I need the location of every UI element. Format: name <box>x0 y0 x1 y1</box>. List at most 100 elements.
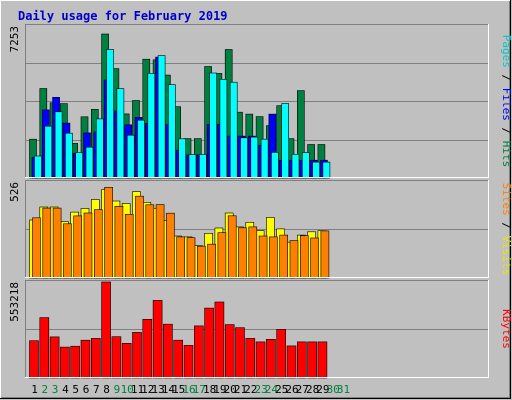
bar-sites-day-26 <box>289 240 299 279</box>
visits-sites-axis-label-part-1: / <box>500 216 512 236</box>
bar-sites-day-7 <box>94 209 103 279</box>
bar-kbytes-day-19 <box>214 301 225 379</box>
bar-sites-day-21 <box>238 227 247 279</box>
bar-kbytes-day-23 <box>255 341 266 379</box>
bar-kbytes-day-13 <box>152 300 163 379</box>
bar-pages-day-24 <box>271 152 279 179</box>
x-axis-tick-labels: 1 2 3 4 5 6 7 8 9 1011121314151617181920212223242… <box>31 383 350 396</box>
bar-pages-day-17 <box>199 154 207 179</box>
bar-pages-day-10 <box>126 134 135 179</box>
bar-pages-day-28 <box>312 161 320 179</box>
bar-sites-day-29 <box>320 230 330 279</box>
bar-sites-day-22 <box>248 226 258 279</box>
bar-pages-day-11 <box>137 119 145 179</box>
bar-sites-day-11 <box>135 195 144 279</box>
bar-kbytes-day-24 <box>266 338 276 379</box>
bar-kbytes-day-12 <box>142 318 153 379</box>
x-tick-day-4: 4 <box>62 383 69 396</box>
x-tick-day-11: 11 <box>131 383 144 396</box>
bar-kbytes-day-9 <box>111 336 122 379</box>
bar-kbytes-day-18 <box>204 307 214 379</box>
visits-sites-ymax-label: 526 <box>8 182 21 202</box>
bar-sites-day-13 <box>155 204 165 279</box>
bar-sites-day-5 <box>73 215 82 279</box>
bar-pages-day-16 <box>188 154 197 179</box>
bar-pages-day-20 <box>229 81 238 179</box>
bar-kbytes-day-3 <box>49 336 60 379</box>
bar-sites-day-28 <box>310 237 319 279</box>
pages-files-hits-axis-label-part-2: Files <box>500 88 512 121</box>
bar-sites-day-3 <box>52 207 62 279</box>
bar-pages-day-12 <box>147 73 156 179</box>
bar-pages-day-4 <box>65 132 73 179</box>
x-tick-day-16: 16 <box>182 383 195 396</box>
bar-sites-day-1 <box>32 217 41 279</box>
pages-files-hits-ymax-label: 7253 <box>8 26 21 53</box>
x-tick-day-9: 9 <box>114 383 121 396</box>
bar-pages-day-19 <box>219 79 228 179</box>
x-tick-day-5: 5 <box>72 383 79 396</box>
bar-sites-day-27 <box>299 235 309 279</box>
bar-pages-day-29 <box>322 161 331 179</box>
x-tick-day-13: 13 <box>151 383 164 396</box>
bar-kbytes-day-26 <box>286 345 297 379</box>
x-tick-day-1: 1 <box>31 383 38 396</box>
x-tick-day-18: 18 <box>203 383 216 396</box>
x-tick-day-6: 6 <box>83 383 90 396</box>
bar-kbytes-day-16 <box>183 345 194 379</box>
x-tick-day-26: 26 <box>285 383 298 396</box>
bar-pages-day-15 <box>178 138 186 179</box>
bar-pages-day-14 <box>168 84 176 179</box>
bar-sites-day-19 <box>217 232 227 279</box>
bar-sites-day-12 <box>145 204 155 279</box>
bar-pages-day-9 <box>116 88 125 179</box>
x-tick-day-23: 23 <box>254 383 267 396</box>
visits-sites-axis-label-part-0: Sites <box>500 183 512 216</box>
pages-files-hits-axis-label-part-1: / <box>500 68 512 88</box>
bar-sites-day-8 <box>104 187 113 279</box>
bar-kbytes-day-2 <box>39 317 50 379</box>
bar-sites-day-2 <box>42 207 52 279</box>
bar-sites-day-23 <box>258 235 268 279</box>
x-tick-day-28: 28 <box>306 383 319 396</box>
bar-pages-day-3 <box>54 111 63 179</box>
kbytes-axis-label: KBytes <box>500 309 512 349</box>
bar-kbytes-day-10 <box>121 342 132 379</box>
kbytes-panel: 553218 KBytes <box>8 280 512 379</box>
bar-pages-day-23 <box>260 138 269 179</box>
pages-files-hits-axis-label-part-3: / <box>500 121 512 141</box>
x-tick-day-17: 17 <box>193 383 206 396</box>
bar-pages-day-6 <box>85 146 94 179</box>
bar-kbytes-day-28 <box>307 341 317 379</box>
x-tick-day-19: 19 <box>213 383 226 396</box>
x-tick-day-25: 25 <box>275 383 288 396</box>
bar-sites-day-20 <box>227 215 237 279</box>
bar-pages-day-5 <box>75 152 83 179</box>
bar-pages-day-2 <box>44 125 53 179</box>
x-tick-day-27: 27 <box>296 383 309 396</box>
bar-sites-day-14 <box>166 212 175 279</box>
bar-kbytes-day-20 <box>224 324 235 379</box>
x-tick-day-12: 12 <box>141 383 154 396</box>
bar-sites-day-9 <box>114 206 124 279</box>
bar-kbytes-day-29 <box>317 341 328 379</box>
bar-pages-day-13 <box>157 55 166 179</box>
bar-pages-day-7 <box>96 118 104 179</box>
bar-kbytes-day-11 <box>132 332 142 379</box>
x-tick-day-15: 15 <box>172 383 185 396</box>
x-tick-day-3: 3 <box>52 383 59 396</box>
x-tick-day-24: 24 <box>265 383 279 396</box>
bar-sites-day-25 <box>279 234 289 279</box>
x-tick-day-21: 21 <box>234 383 247 396</box>
bar-sites-day-4 <box>63 223 72 279</box>
bar-kbytes-day-15 <box>173 339 183 379</box>
chart-panels: 7253 Pages / Files / Hits 526 Sites / Visit… <box>8 24 512 379</box>
x-tick-day-20: 20 <box>224 383 237 396</box>
pages-files-hits-panel: 7253 Pages / Files / Hits <box>8 24 512 179</box>
bar-kbytes-day-5 <box>70 345 80 379</box>
bar-sites-day-6 <box>83 212 93 279</box>
bar-pages-day-26 <box>291 154 300 179</box>
bar-sites-day-15 <box>176 236 185 279</box>
bar-kbytes-day-21 <box>235 327 245 379</box>
